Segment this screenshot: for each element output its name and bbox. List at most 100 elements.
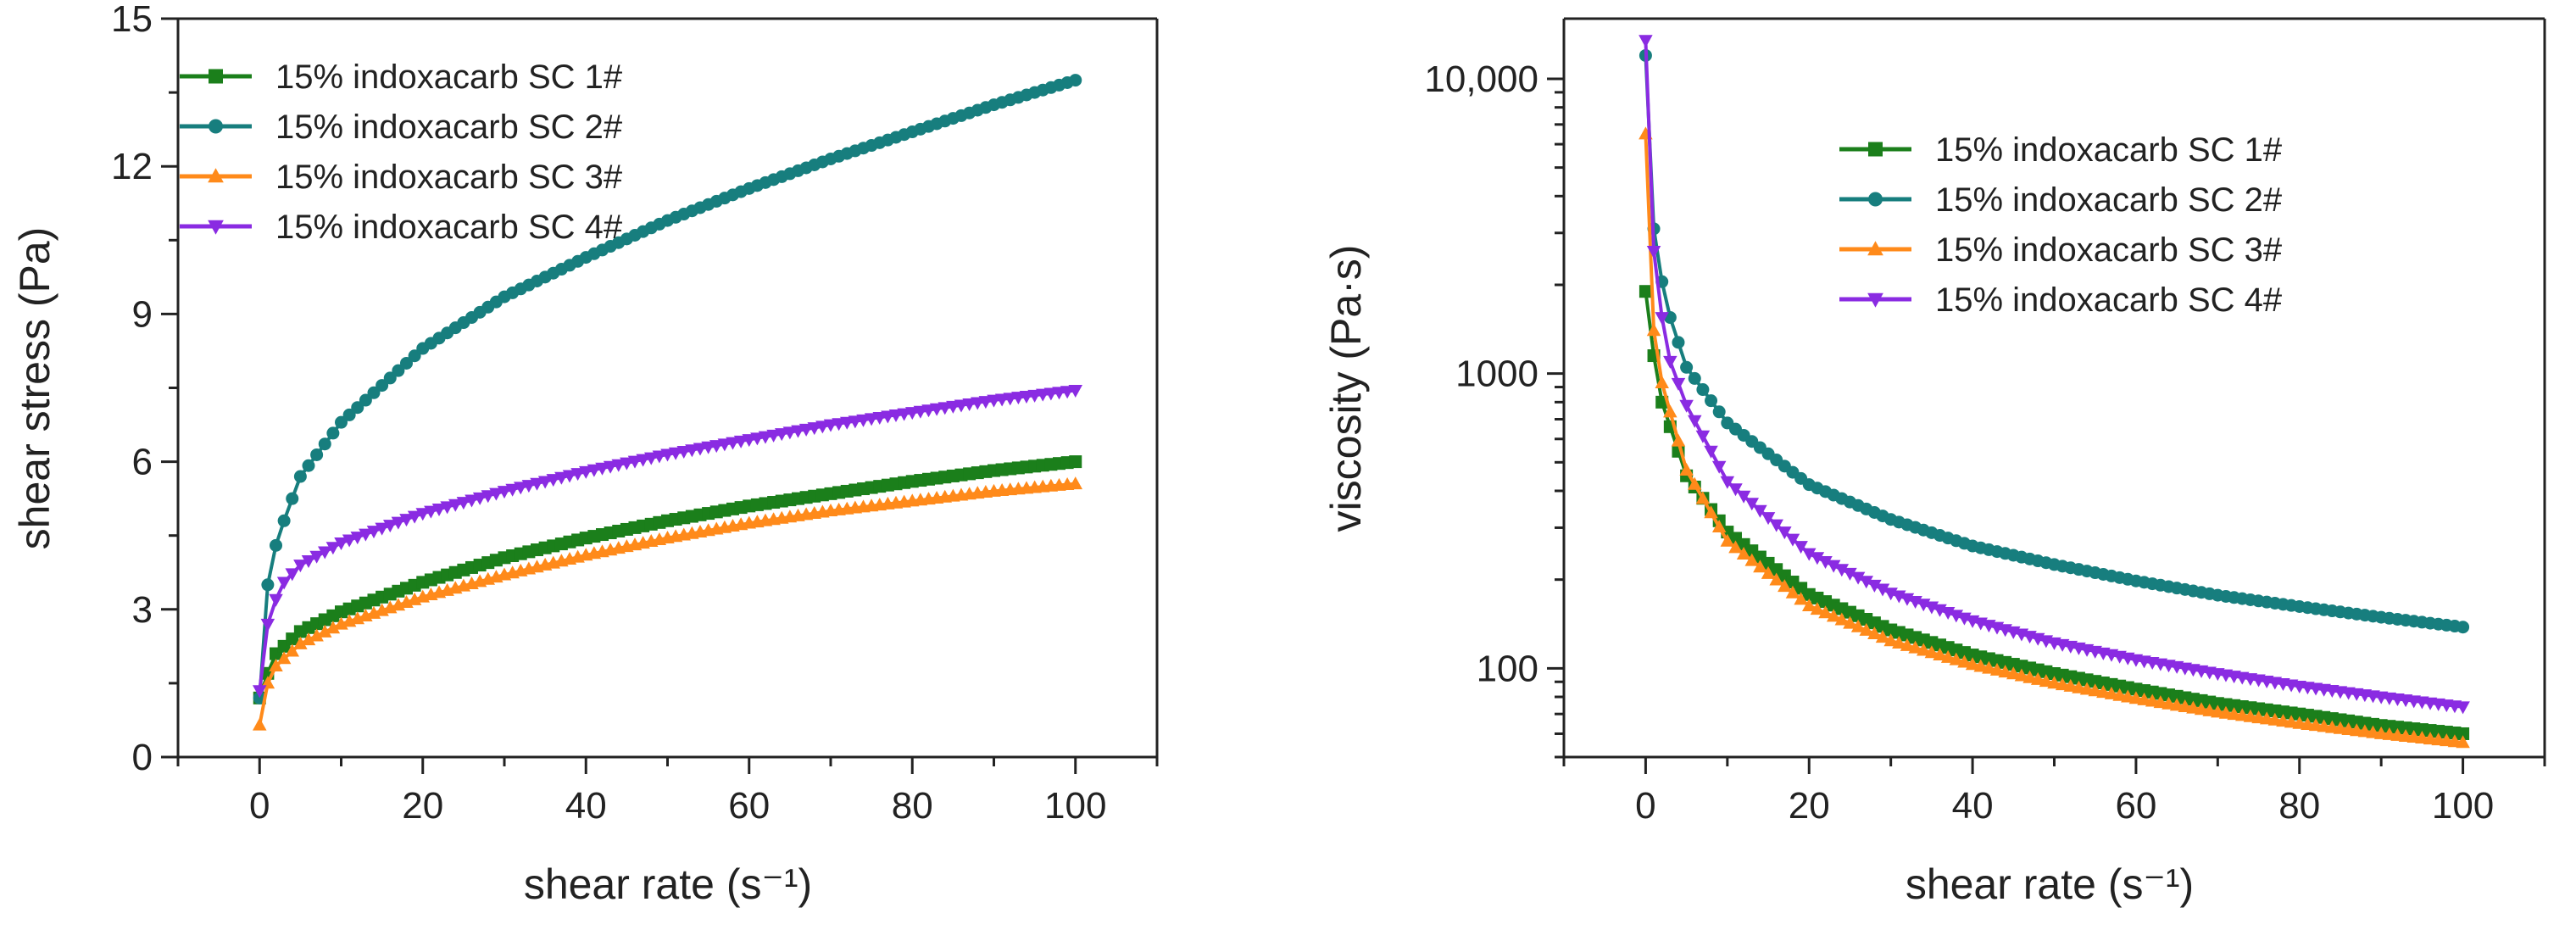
y-tick-label: 15 [111, 0, 153, 40]
data-point [1892, 636, 1906, 649]
data-point [1965, 657, 1980, 671]
legend-label: 15% indoxacarb SC 3# [275, 159, 623, 196]
data-point [342, 408, 356, 421]
data-point [1728, 483, 1743, 497]
data-point [2030, 671, 2045, 685]
data-point [2079, 682, 2095, 695]
data-point [905, 407, 920, 420]
data-point [1850, 619, 1866, 632]
legend-label: 15% indoxacarb SC 2# [1935, 181, 2283, 219]
data-point [726, 437, 740, 450]
data-point [367, 386, 381, 399]
data-point [1639, 285, 1652, 298]
data-point [1711, 519, 1727, 532]
legend-marker [1867, 241, 1883, 256]
data-point [2251, 710, 2266, 724]
data-point [1712, 405, 1726, 419]
data-point [881, 410, 895, 424]
data-point [685, 444, 699, 458]
legend-entry-4: 15% indoxacarb SC 4# [1839, 281, 2283, 319]
y-tick-label: 12 [111, 146, 153, 187]
data-point [1867, 579, 1882, 593]
x-tick-label: 100 [1044, 785, 1106, 827]
legend-label: 15% indoxacarb SC 3# [1935, 231, 2283, 269]
data-point [2145, 693, 2160, 707]
data-point [1908, 640, 1922, 654]
data-point [579, 465, 593, 479]
data-point [1744, 498, 1760, 511]
data-point [318, 437, 331, 451]
legend-entry-2: 15% indoxacarb SC 2# [1839, 181, 2283, 219]
data-point [1679, 463, 1694, 476]
data-point [742, 434, 756, 448]
data-point [1826, 609, 1841, 622]
data-point [1794, 592, 1808, 605]
data-point [603, 460, 618, 474]
data-point [1933, 648, 1947, 661]
data-point [1680, 360, 1694, 374]
x-tick-label: 20 [1789, 785, 1830, 827]
data-point [2121, 689, 2135, 703]
data-point [897, 408, 911, 421]
data-point [276, 651, 292, 665]
data-point [937, 402, 952, 415]
data-point [815, 420, 830, 434]
data-point [644, 452, 659, 465]
data-point [1785, 533, 1800, 547]
data-point [1810, 602, 1825, 615]
data-point [1916, 643, 1931, 656]
data-point [1802, 598, 1817, 611]
data-point [334, 537, 348, 551]
data-point [391, 516, 406, 530]
x-tick-label: 80 [2278, 785, 2320, 827]
data-point [1688, 415, 1702, 428]
y-tick-label: 3 [132, 589, 153, 631]
data-point [1973, 659, 1988, 672]
data-point [1900, 638, 1915, 651]
data-point [954, 399, 969, 413]
data-point [701, 441, 715, 454]
data-point [497, 486, 512, 499]
data-point [1069, 455, 1082, 469]
series-1 [253, 455, 1082, 704]
data-point [481, 490, 495, 504]
data-point [342, 534, 357, 548]
data-point [913, 405, 928, 419]
data-point [1834, 612, 1850, 626]
legend-label: 15% indoxacarb SC 4# [275, 209, 623, 246]
data-point [2218, 705, 2234, 719]
data-point [301, 554, 316, 568]
shear-stress-series [253, 74, 1082, 731]
data-point [2456, 701, 2470, 715]
data-point [791, 425, 805, 438]
data-point [782, 426, 798, 440]
data-point [261, 578, 275, 592]
data-point [1688, 371, 1701, 385]
data-point [1785, 585, 1800, 599]
data-point [285, 643, 299, 657]
data-point [1671, 377, 1686, 391]
data-point [1843, 615, 1857, 629]
data-point [1778, 526, 1792, 540]
data-point [286, 492, 299, 505]
data-point [1753, 504, 1767, 518]
shear-stress-chart: 0 20 40 60 80 100 0 3 6 9 12 15 15% indoxacarb SC 1… [11, 0, 1159, 908]
data-point [611, 459, 626, 472]
data-point [415, 508, 430, 521]
data-point [350, 532, 364, 545]
data-point [929, 403, 944, 416]
data-point [2014, 668, 2029, 682]
legend-marker [209, 69, 223, 84]
data-point [392, 364, 405, 377]
data-point [1711, 460, 1727, 474]
data-point [521, 480, 537, 493]
data-point [269, 658, 283, 671]
data-point [309, 550, 324, 564]
data-point [1794, 541, 1808, 554]
legend-marker [209, 119, 223, 134]
data-point [798, 423, 814, 437]
data-point [2063, 678, 2078, 692]
data-point [431, 503, 447, 516]
data-point [335, 415, 348, 429]
data-point [823, 419, 838, 432]
